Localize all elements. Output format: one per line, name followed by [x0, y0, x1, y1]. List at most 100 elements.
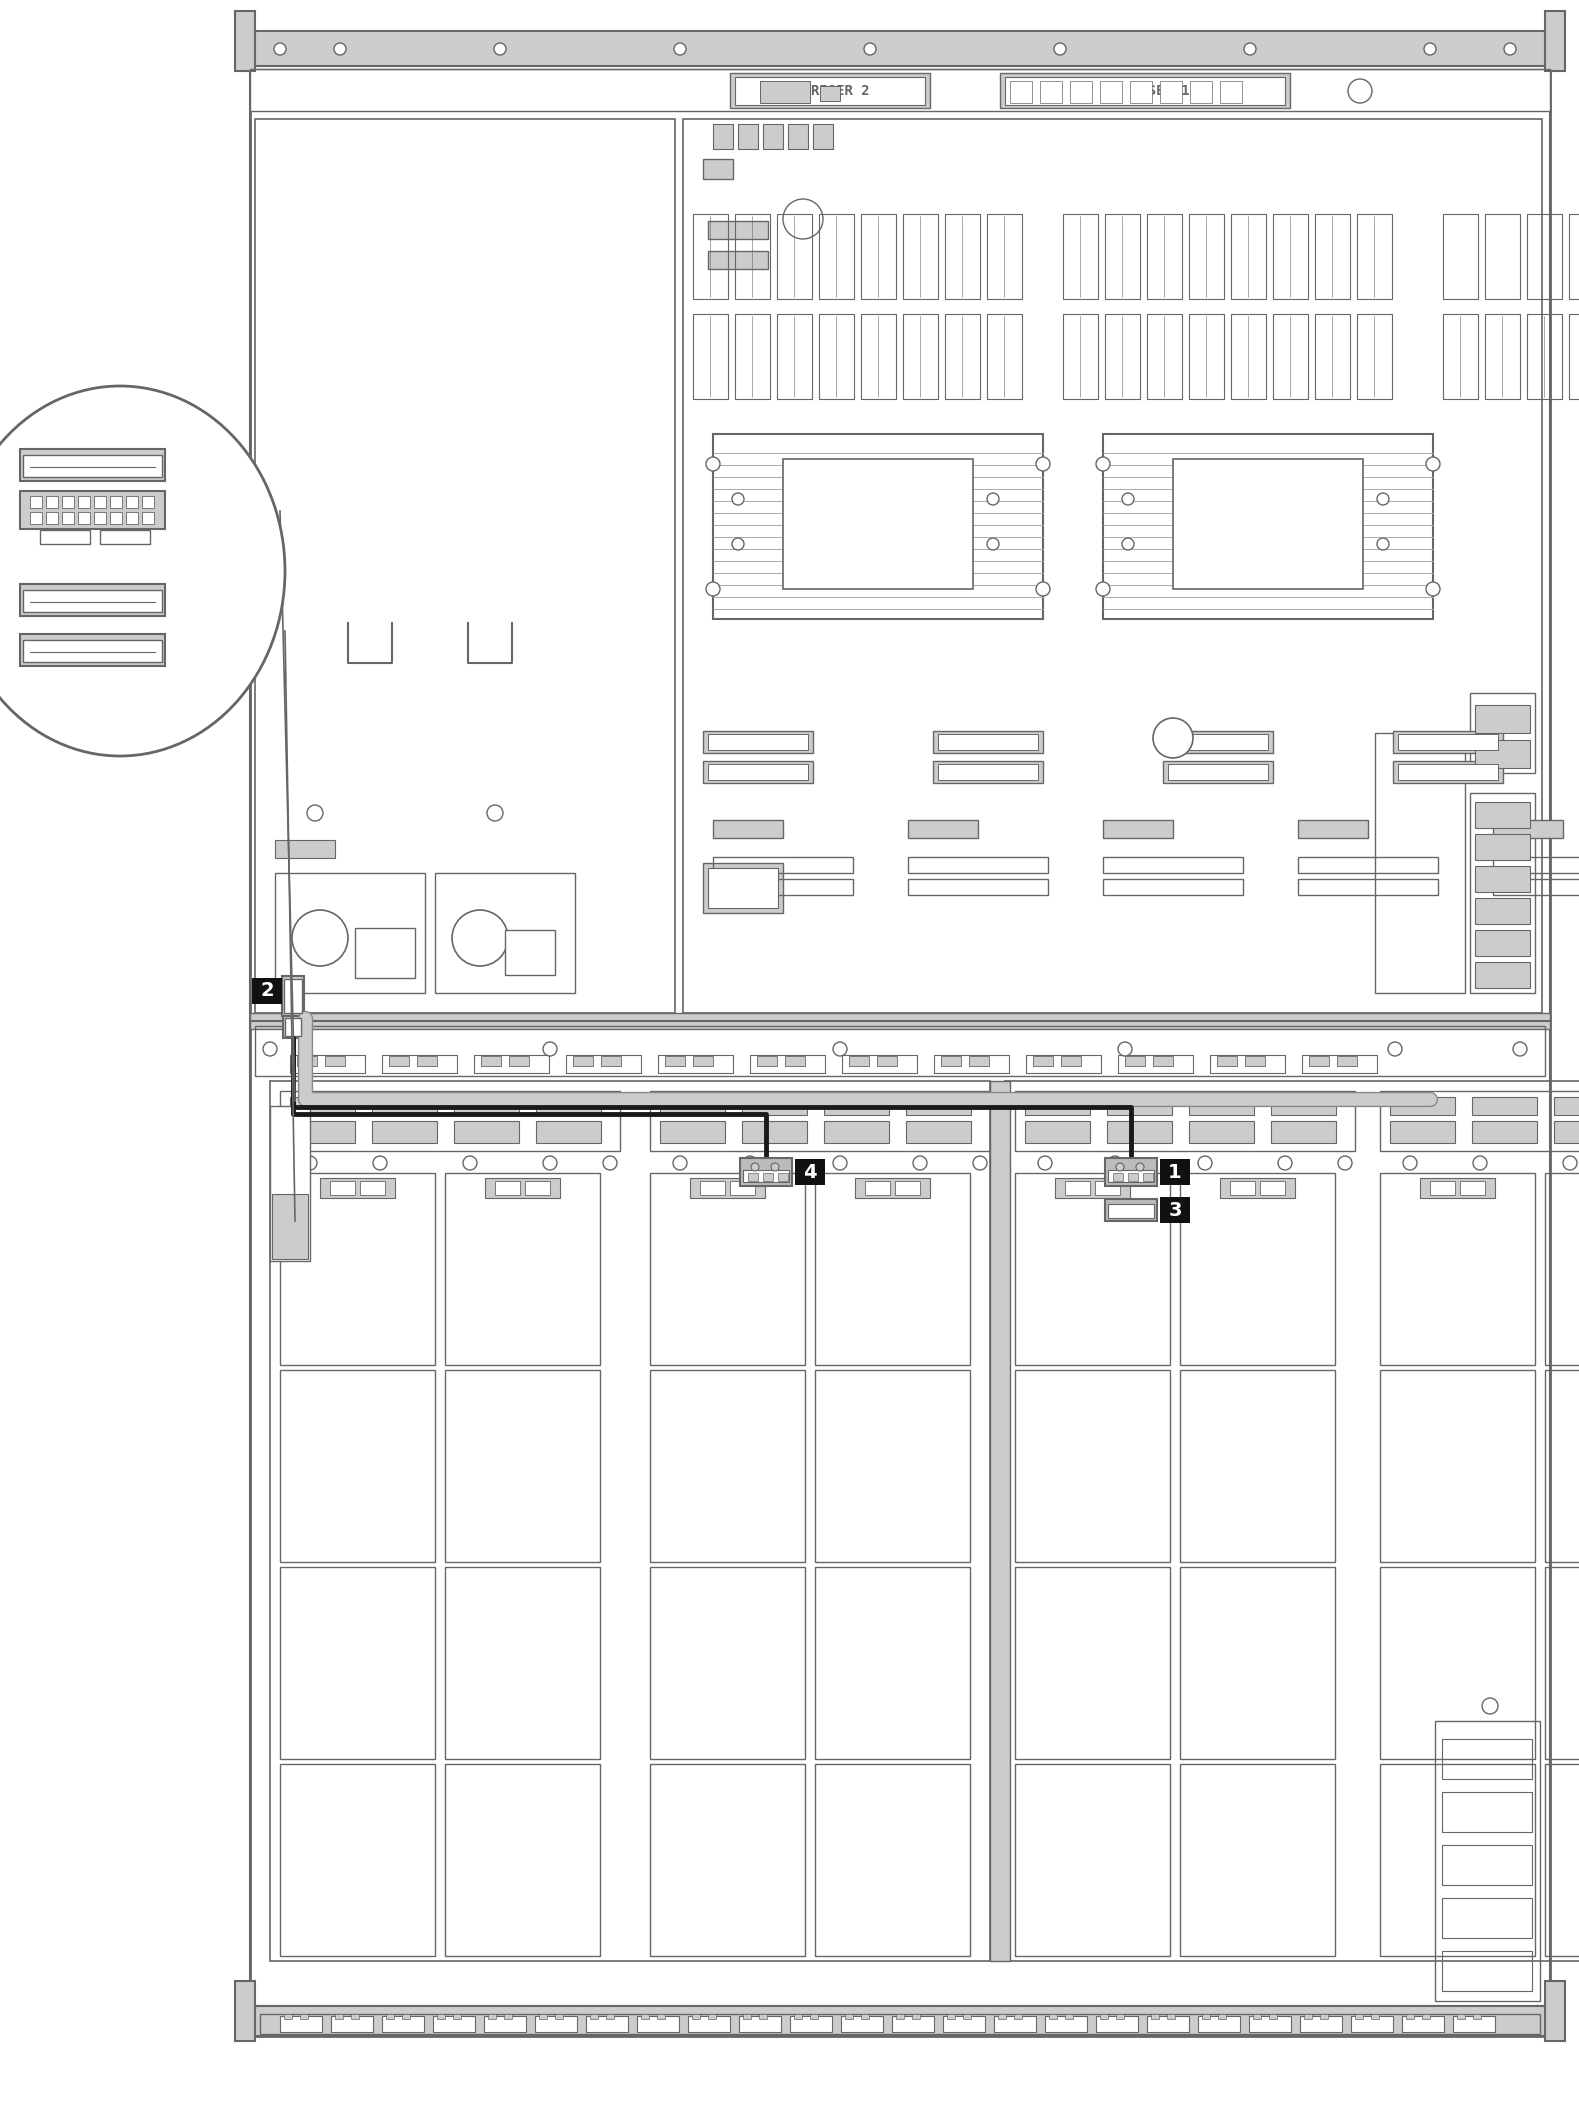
- Bar: [1435, 1721, 1540, 2000]
- Bar: [1442, 1740, 1532, 1780]
- Bar: [820, 313, 854, 399]
- Circle shape: [1337, 1156, 1352, 1170]
- Bar: [1101, 82, 1123, 103]
- Bar: [759, 82, 810, 103]
- Bar: [1198, 2017, 1240, 2032]
- Bar: [261, 2015, 1540, 2034]
- Circle shape: [1348, 80, 1372, 103]
- Bar: [355, 929, 415, 977]
- Bar: [388, 1057, 409, 1065]
- Bar: [554, 2015, 564, 2019]
- Bar: [1015, 1090, 1355, 1151]
- Bar: [1298, 878, 1438, 895]
- Bar: [1116, 2015, 1124, 2019]
- Bar: [815, 1172, 970, 1366]
- Bar: [1442, 1845, 1532, 1885]
- Circle shape: [1404, 1156, 1416, 1170]
- Bar: [167, 498, 197, 523]
- Bar: [665, 1057, 685, 1065]
- Bar: [1107, 1122, 1172, 1143]
- Bar: [332, 2017, 373, 2032]
- Bar: [1544, 11, 1565, 71]
- Bar: [1304, 2015, 1312, 2019]
- Bar: [142, 513, 155, 523]
- Bar: [1041, 82, 1063, 103]
- Bar: [275, 874, 425, 994]
- Bar: [1063, 214, 1097, 298]
- Bar: [524, 1181, 549, 1195]
- Bar: [485, 1179, 561, 1198]
- Bar: [1271, 1097, 1336, 1116]
- Bar: [641, 2015, 649, 2019]
- Circle shape: [1055, 42, 1066, 55]
- Bar: [707, 2015, 715, 2019]
- Bar: [744, 2015, 752, 2019]
- Bar: [142, 496, 155, 508]
- Bar: [270, 1105, 309, 1261]
- Text: RISER 1: RISER 1: [1131, 84, 1189, 99]
- Bar: [1320, 2015, 1328, 2019]
- Circle shape: [264, 1042, 276, 1057]
- Bar: [714, 857, 853, 874]
- Bar: [1014, 2015, 1022, 2019]
- Bar: [707, 765, 808, 779]
- Bar: [815, 1567, 970, 1759]
- Bar: [445, 1765, 600, 1956]
- Bar: [606, 2015, 614, 2019]
- Bar: [417, 1057, 437, 1065]
- Bar: [279, 1172, 434, 1366]
- Bar: [235, 1981, 254, 2040]
- Bar: [1217, 1057, 1236, 1065]
- Bar: [1352, 2017, 1393, 2032]
- Circle shape: [486, 805, 504, 821]
- Bar: [535, 1122, 602, 1143]
- Bar: [321, 1179, 395, 1198]
- Bar: [1045, 2017, 1086, 2032]
- Bar: [95, 513, 106, 523]
- Bar: [335, 2015, 343, 2019]
- Bar: [783, 458, 973, 588]
- Circle shape: [913, 1156, 927, 1170]
- Bar: [602, 1057, 621, 1065]
- Bar: [1004, 78, 1285, 105]
- Bar: [30, 496, 43, 508]
- Bar: [729, 74, 930, 107]
- Bar: [284, 2015, 292, 2019]
- Circle shape: [373, 1156, 387, 1170]
- Bar: [1108, 1204, 1154, 1219]
- Bar: [1071, 82, 1093, 103]
- Bar: [279, 2017, 322, 2032]
- Bar: [1442, 1792, 1532, 1832]
- Bar: [693, 1057, 714, 1065]
- Bar: [291, 1122, 355, 1143]
- Bar: [1475, 706, 1530, 733]
- Bar: [77, 513, 90, 523]
- Bar: [30, 513, 43, 523]
- Bar: [714, 435, 1044, 620]
- Bar: [1221, 82, 1243, 103]
- Bar: [703, 160, 733, 179]
- Bar: [763, 1172, 774, 1181]
- Bar: [111, 496, 122, 508]
- Bar: [1544, 1765, 1579, 1956]
- Bar: [1105, 313, 1140, 399]
- Bar: [24, 641, 163, 662]
- Circle shape: [543, 1156, 557, 1170]
- Bar: [935, 1055, 1009, 1074]
- Circle shape: [733, 494, 744, 504]
- Bar: [279, 1765, 434, 1956]
- Circle shape: [1563, 1156, 1577, 1170]
- Bar: [535, 2017, 576, 2032]
- Bar: [1217, 2015, 1225, 2019]
- Bar: [734, 313, 771, 399]
- Bar: [275, 840, 335, 857]
- Bar: [1527, 313, 1562, 399]
- Bar: [1061, 1057, 1082, 1065]
- Bar: [573, 1057, 594, 1065]
- Bar: [1180, 1567, 1334, 1759]
- Bar: [1271, 1122, 1336, 1143]
- Circle shape: [987, 538, 1000, 550]
- Bar: [360, 1181, 385, 1195]
- Bar: [1475, 962, 1530, 987]
- Bar: [373, 1122, 437, 1143]
